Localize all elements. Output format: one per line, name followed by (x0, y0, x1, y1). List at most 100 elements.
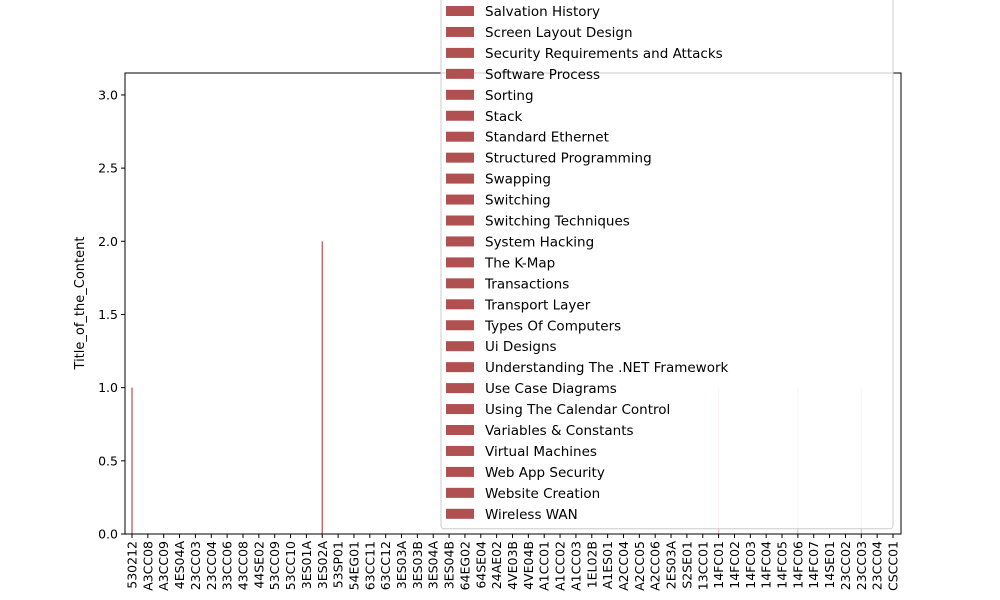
x-tick-label: 14FC07 (806, 541, 821, 589)
x-tick-label: 14SE01 (822, 541, 837, 589)
x-axis: 530212 A3CC08 A3CC09 4ES04A 23CC03 23CC04 33CC… (125, 534, 901, 591)
legend-entry: Variables & Constants (485, 423, 634, 439)
legend-swatch (446, 508, 474, 519)
legend-swatch (446, 68, 474, 79)
y-tick-label: 2.5 (98, 161, 118, 176)
y-axis-title: Title_of_the_Content (73, 237, 88, 371)
x-tick-label: A3CC09 (156, 541, 171, 591)
legend-swatch (446, 152, 474, 163)
x-tick-label: 63CC11 (362, 541, 377, 590)
y-tick-label: 0.5 (98, 453, 118, 468)
x-tick-label: A2CC06 (648, 541, 663, 591)
x-tick-label: 3ES01A (299, 541, 314, 590)
legend-entry: The K-Map (484, 255, 555, 271)
bar (321, 241, 323, 535)
legend-swatch (446, 194, 474, 205)
legend-entry: Website Creation (485, 486, 600, 502)
y-tick-label: 2.0 (98, 234, 118, 249)
legend-swatch (446, 47, 474, 58)
legend-entry: Software Process (485, 67, 600, 83)
legend-entry: Web App Security (485, 465, 605, 481)
legend-entry: Use Case Diagrams (485, 381, 617, 397)
x-tick-label: 63CC12 (378, 541, 393, 590)
x-tick-label: 53SP01 (331, 541, 346, 588)
x-tick-label: 24AE02 (489, 541, 504, 589)
x-tick-label: 44SE02 (251, 541, 266, 589)
legend-entry: Wireless WAN (485, 507, 578, 523)
x-tick-label: 4VE04B (521, 541, 536, 590)
x-tick-label: A1CC03 (568, 541, 583, 591)
x-tick-label: 14FC05 (775, 541, 790, 589)
x-tick-label: 1EL02B (584, 541, 599, 588)
y-tick-label: 1.5 (98, 307, 118, 322)
x-tick-label: 3ES03A (394, 541, 409, 590)
legend-entry: Salvation History (485, 4, 600, 20)
x-tick-label: 43CC08 (235, 541, 250, 590)
legend-entry: Switching Techniques (485, 214, 630, 230)
legend-swatch (446, 445, 474, 456)
x-tick-label: 14FC01 (711, 541, 726, 589)
y-tick-label: 1.0 (98, 380, 118, 395)
legend-entry: Swapping (485, 172, 551, 188)
legend: Salvation History Screen Layout Design Sec… (440, 0, 894, 530)
legend-swatch (446, 131, 474, 142)
bar (131, 387, 133, 534)
legend-entry: Stack (485, 109, 523, 125)
legend-swatch (446, 236, 474, 247)
legend-swatch (446, 404, 474, 415)
x-tick-label: 3ES04A (426, 541, 441, 590)
legend-entry: Ui Designs (485, 339, 557, 355)
legend-swatch (446, 425, 474, 435)
x-tick-label: 14FC02 (727, 541, 742, 589)
x-tick-label: CSCC01 (886, 541, 901, 591)
y-axis: 0.0 0.5 1.0 1.5 2.0 2.5 3.0 (98, 87, 125, 542)
x-tick-label: 3ES02A (315, 541, 330, 590)
x-tick-label: 13CC01 (695, 541, 710, 590)
x-tick-label: 23CC02 (838, 541, 853, 590)
legend-swatch (446, 362, 474, 373)
x-tick-label: 2ES03A (664, 541, 679, 590)
legend-entry: Sorting (485, 88, 534, 104)
x-tick-label: A1CC01 (537, 541, 552, 591)
x-tick-label: A2CC04 (616, 541, 631, 591)
x-tick-label: 530212 (125, 541, 140, 589)
y-tick-label: 3.0 (98, 87, 118, 102)
x-tick-label: 53CC09 (267, 541, 282, 590)
legend-swatch (446, 278, 474, 289)
legend-entry: Virtual Machines (485, 444, 597, 460)
legend-entry: Switching (485, 193, 551, 209)
x-tick-label: 33CC06 (220, 541, 235, 590)
legend-entry: Transactions (484, 276, 569, 292)
x-tick-label: S2SE01 (679, 541, 694, 589)
y-tick-label: 0.0 (98, 527, 118, 542)
legend-swatch (446, 26, 474, 37)
legend-entry: Screen Layout Design (485, 25, 633, 41)
x-tick-label: 23CC03 (188, 541, 203, 590)
x-tick-label: 4VE03B (505, 541, 520, 590)
legend-swatch (446, 257, 474, 268)
x-tick-label: 14FC06 (790, 541, 805, 589)
legend-swatch (446, 341, 474, 352)
x-tick-label: A1ES01 (600, 541, 615, 589)
legend-swatch (446, 215, 474, 226)
x-tick-label: 23CC03 (854, 541, 869, 590)
legend-entry: Understanding The .NET Framework (485, 360, 729, 376)
x-tick-label: A3CC08 (140, 541, 155, 591)
legend-entry: Using The Calendar Control (485, 402, 670, 418)
x-tick-label: 14FC04 (759, 541, 774, 589)
legend-box (440, 0, 894, 530)
x-tick-label: 3ES03B (410, 541, 425, 589)
x-tick-label: A1CC02 (553, 541, 568, 591)
x-tick-label: 64SE04 (473, 541, 488, 589)
legend-entry: Standard Ethernet (485, 130, 609, 146)
x-tick-label: A2CC05 (632, 541, 647, 591)
x-tick-label: 3ES04B (442, 541, 457, 589)
legend-swatch (446, 466, 474, 477)
x-tick-label: 23CC04 (870, 541, 885, 590)
x-tick-label: 14FC03 (743, 541, 758, 589)
x-tick-label: 64EG02 (457, 541, 472, 590)
legend-entry: System Hacking (485, 234, 594, 250)
legend-swatch (446, 173, 474, 184)
x-tick-label: 23CC04 (204, 541, 219, 590)
